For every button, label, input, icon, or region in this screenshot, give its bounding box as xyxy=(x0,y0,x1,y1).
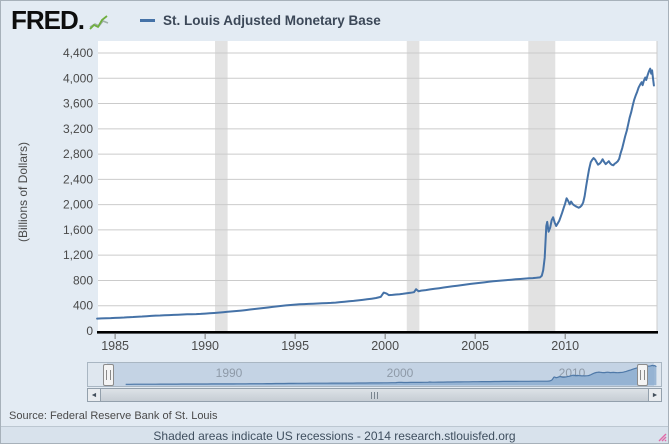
range-handle-left[interactable] xyxy=(103,364,114,386)
svg-text:800: 800 xyxy=(73,273,93,287)
fred-logo: FRED. xyxy=(11,7,110,33)
range-selector[interactable]: 1990 2000 2010 xyxy=(87,362,662,387)
svg-text:2005: 2005 xyxy=(461,339,489,353)
legend-series-label: St. Louis Adjusted Monetary Base xyxy=(163,12,381,28)
fred-sparkline-icon xyxy=(89,14,109,30)
time-scrollbar[interactable]: ◄ ► xyxy=(87,388,662,402)
legend-line-swatch xyxy=(140,18,156,22)
handle-grip-icon xyxy=(106,370,111,380)
footer-strip: Shaded areas indicate US recessions - 20… xyxy=(1,426,668,443)
recession-note: Shaded areas indicate US recessions - 20… xyxy=(153,429,516,443)
minimap-year-label: 2000 xyxy=(386,366,414,380)
left-arrow-icon: ◄ xyxy=(90,391,98,399)
y-axis-title: (Billions of Dollars) xyxy=(16,141,30,243)
right-arrow-icon: ► xyxy=(651,391,659,399)
svg-text:2,400: 2,400 xyxy=(63,172,93,186)
svg-text:4,000: 4,000 xyxy=(63,71,93,85)
main-chart-plot[interactable]: 1985 1990 1995 2000 2005 2010 0 400 800 1,200 1,60… xyxy=(1,1,669,361)
svg-text:3,600: 3,600 xyxy=(63,97,93,111)
svg-text:1,600: 1,600 xyxy=(63,223,93,237)
scroll-left-button[interactable]: ◄ xyxy=(87,388,101,402)
svg-text:4,400: 4,400 xyxy=(63,46,93,60)
svg-text:0: 0 xyxy=(86,324,93,338)
svg-text:400: 400 xyxy=(73,299,93,313)
fred-logo-dot: . xyxy=(77,5,86,35)
chart-legend: St. Louis Adjusted Monetary Base xyxy=(140,13,381,28)
svg-text:1995: 1995 xyxy=(281,339,309,353)
handle-grip-icon xyxy=(640,370,645,380)
svg-text:1,200: 1,200 xyxy=(63,248,93,262)
minimap-year-label: 1990 xyxy=(215,366,243,380)
svg-text:2010: 2010 xyxy=(551,339,579,353)
chart-header: FRED. St. Louis Adjusted Monetary Base xyxy=(1,1,668,39)
minimap-area-chart xyxy=(125,364,657,386)
fred-logo-text: FRED xyxy=(11,5,79,35)
thumb-grip-icon xyxy=(371,391,378,399)
scrollbar-thumb[interactable] xyxy=(101,388,648,402)
scroll-right-button[interactable]: ► xyxy=(648,388,662,402)
svg-text:3,200: 3,200 xyxy=(63,122,93,136)
svg-text:1985: 1985 xyxy=(101,339,129,353)
svg-text:1990: 1990 xyxy=(191,339,219,353)
resize-grip-icon[interactable] xyxy=(656,431,667,442)
source-attribution: Source: Federal Reserve Bank of St. Loui… xyxy=(9,410,218,422)
svg-text:2,800: 2,800 xyxy=(63,147,93,161)
svg-text:2,000: 2,000 xyxy=(63,198,93,212)
range-selection-window[interactable] xyxy=(107,363,654,386)
svg-text:2000: 2000 xyxy=(371,339,399,353)
range-handle-right[interactable] xyxy=(637,364,648,386)
